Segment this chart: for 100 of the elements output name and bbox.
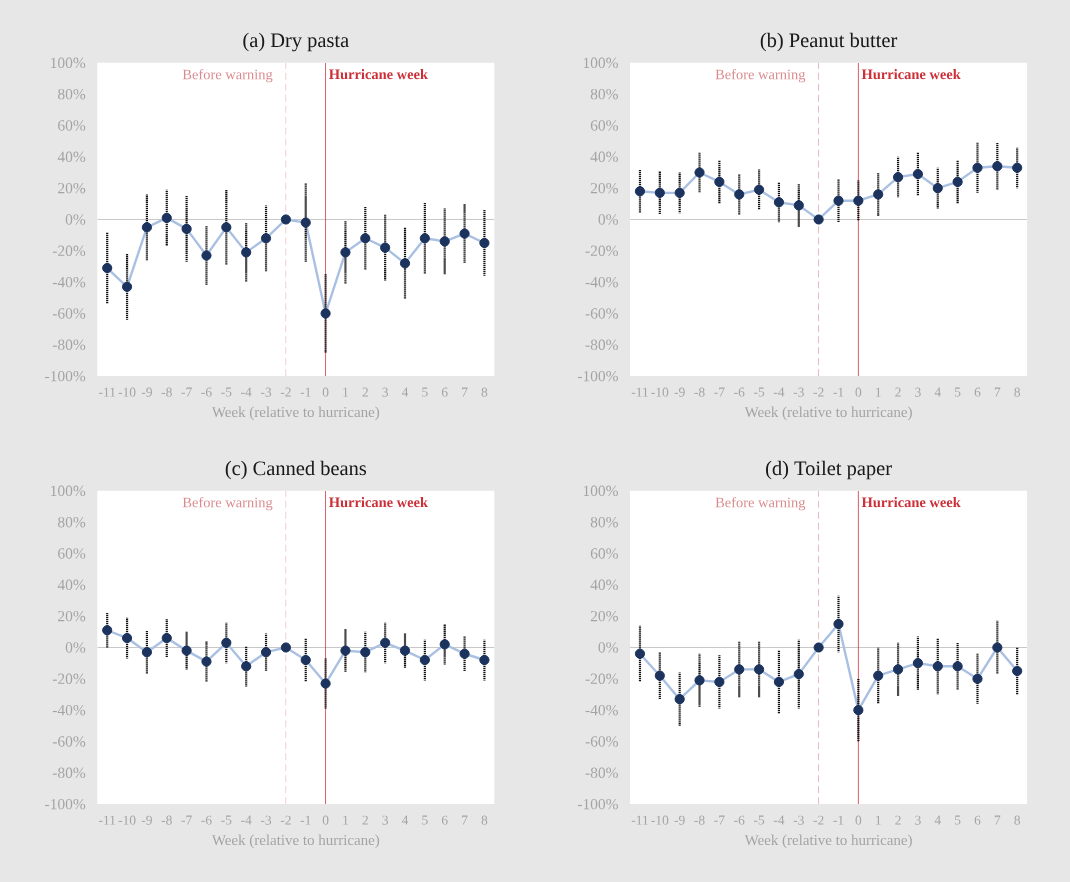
point <box>161 633 172 644</box>
point <box>459 648 470 659</box>
y-tick-label: 100% <box>583 57 618 69</box>
x-tick-label: -7 <box>714 815 725 825</box>
y-tick-label: 0% <box>65 642 86 653</box>
x-tick-label: 6 <box>441 387 448 397</box>
point <box>793 200 804 211</box>
y-tick-label: 60% <box>58 548 86 559</box>
point <box>439 236 450 247</box>
y-tick-label: -60% <box>585 736 618 747</box>
x-tick-label: 8 <box>481 387 488 397</box>
y-tick-label: 0% <box>598 214 618 225</box>
y-tick-label: 20% <box>58 182 86 194</box>
y-tick-label: -40% <box>52 276 86 288</box>
ref-line-label: Hurricane week <box>329 497 428 508</box>
y-tick-label: -100% <box>577 370 618 382</box>
x-tick-label: -3 <box>260 387 272 397</box>
y-tick-label: -100% <box>45 798 86 810</box>
point <box>439 639 450 650</box>
x-tick-label: -10 <box>118 387 136 397</box>
point <box>121 281 133 292</box>
x-tick-label: -6 <box>734 387 745 397</box>
point <box>813 642 824 653</box>
x-tick-label: 5 <box>422 387 428 397</box>
x-tick-label: 0 <box>322 387 329 397</box>
y-tick-label: -100% <box>45 370 86 382</box>
point <box>734 189 745 200</box>
x-tick-label: -6 <box>734 815 745 825</box>
x-tick-label: -1 <box>833 387 844 397</box>
point <box>634 648 646 659</box>
point <box>952 176 963 188</box>
point <box>161 212 172 224</box>
point <box>1012 665 1023 677</box>
x-tick-label: 5 <box>422 815 428 825</box>
y-tick-label: 20% <box>590 182 618 194</box>
x-tick-label: -6 <box>201 387 212 397</box>
x-tick-label: 3 <box>915 387 921 397</box>
point <box>912 658 924 669</box>
point <box>674 187 685 198</box>
x-tick-label: -10 <box>118 815 136 825</box>
point <box>419 233 430 244</box>
y-tick-label: -80% <box>52 767 86 779</box>
y-tick-label: -40% <box>585 276 618 288</box>
point <box>320 308 331 319</box>
x-tick-label: -3 <box>260 815 272 825</box>
point <box>892 172 904 183</box>
y-tick-label: 60% <box>58 120 86 131</box>
y-tick-label: -20% <box>585 245 618 257</box>
point <box>972 162 983 173</box>
point <box>221 637 232 648</box>
x-tick-label: 2 <box>895 815 901 825</box>
y-tick-label: -100% <box>577 798 618 810</box>
x-tick-label: 7 <box>994 815 1001 825</box>
x-tick-label: -11 <box>98 387 116 397</box>
y-tick-label: 0% <box>598 642 618 653</box>
point <box>201 656 212 667</box>
x-tick-label: -3 <box>793 387 804 397</box>
x-tick-label: 4 <box>401 815 409 825</box>
point <box>694 167 705 178</box>
point <box>773 197 785 208</box>
point <box>634 186 646 197</box>
chart-title: (b) Peanut butter <box>760 32 898 52</box>
x-tick-label: -8 <box>694 815 705 825</box>
x-tick-label: -5 <box>221 387 232 397</box>
y-tick-label: -60% <box>585 308 618 319</box>
x-tick-label: -5 <box>221 815 232 825</box>
x-tick-label: -9 <box>674 387 685 397</box>
ref-line-label: Hurricane week <box>861 497 961 508</box>
point <box>793 669 804 680</box>
point <box>280 642 291 653</box>
point <box>654 670 665 681</box>
point <box>992 642 1003 653</box>
x-tick-label: 8 <box>1014 815 1021 825</box>
y-tick-label: -20% <box>52 245 86 257</box>
point <box>754 184 765 195</box>
point <box>260 233 272 244</box>
point <box>300 217 311 228</box>
x-tick-label: -9 <box>674 815 685 825</box>
x-axis-title: Week (relative to hurricane) <box>744 406 912 421</box>
x-tick-label: 2 <box>362 387 368 397</box>
x-tick-label: 2 <box>895 387 901 397</box>
x-tick-label: 4 <box>401 387 409 397</box>
x-tick-label: 1 <box>343 387 349 397</box>
chart-title: (c) Canned beans <box>225 460 367 480</box>
x-tick-label: -2 <box>813 815 824 825</box>
point <box>754 664 765 675</box>
chart-title: (a) Dry pasta <box>243 32 349 52</box>
x-tick-label: 4 <box>934 815 941 825</box>
y-tick-label: -40% <box>52 704 86 716</box>
x-tick-label: -9 <box>141 815 152 825</box>
x-tick-label: -2 <box>280 815 291 825</box>
x-tick-label: -3 <box>793 815 804 825</box>
y-tick-label: -20% <box>52 673 86 685</box>
y-tick-label: 100% <box>51 485 86 497</box>
point <box>221 222 232 233</box>
point <box>399 258 411 269</box>
point <box>853 705 864 716</box>
x-tick-label: -1 <box>300 815 311 825</box>
point <box>340 247 351 258</box>
point <box>972 673 983 684</box>
